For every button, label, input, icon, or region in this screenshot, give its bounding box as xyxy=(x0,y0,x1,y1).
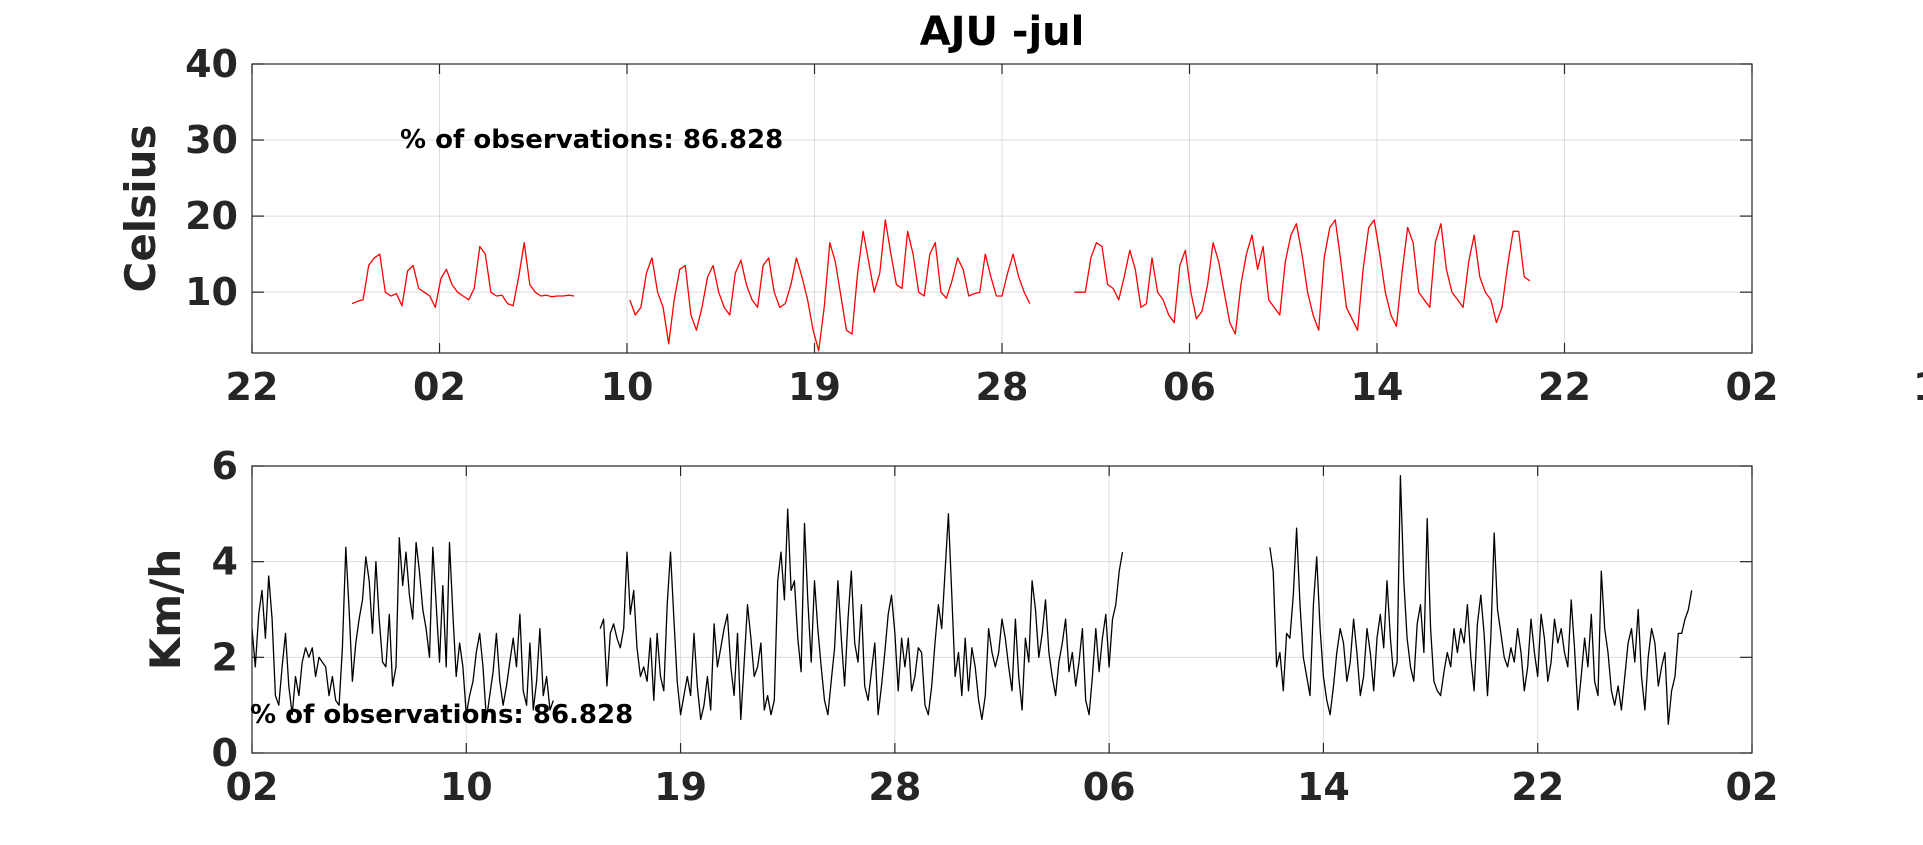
x-tick-label: 22 xyxy=(1511,765,1564,809)
series-line xyxy=(351,242,575,309)
x-tick-label: 06 xyxy=(1163,365,1216,409)
series-line xyxy=(1269,474,1693,725)
y-axis-label: Celsius xyxy=(116,125,165,293)
y-axis-label: Km/h xyxy=(141,549,190,671)
x-tick-label: 10 xyxy=(1913,365,1923,409)
x-tick-label: 10 xyxy=(601,365,654,409)
x-tick-label: 28 xyxy=(976,365,1029,409)
temperature-panel: 22 02 10 19 28 06 14 22 02 10 10 20 30 40 Celsius % of … xyxy=(116,42,1923,409)
observation-percent-annotation: % of observations: 86.828 xyxy=(400,125,783,155)
x-tick-label: 06 xyxy=(1083,765,1136,809)
x-tick-label: 22 xyxy=(1538,365,1591,409)
y-tick-label: 40 xyxy=(185,42,238,86)
axes-frame xyxy=(251,465,1753,754)
axes-frame xyxy=(251,63,1753,354)
x-tick-label: 19 xyxy=(788,365,841,409)
series-line xyxy=(1074,219,1531,335)
y-tick-label: 20 xyxy=(185,194,238,238)
y-tick-label: 0 xyxy=(212,731,238,775)
x-tick-label: 10 xyxy=(440,765,493,809)
y-tick-label: 2 xyxy=(212,635,238,679)
y-tick-label: 4 xyxy=(212,540,238,584)
x-tick-label: 02 xyxy=(226,765,279,809)
x-tick-label: 02 xyxy=(1726,365,1779,409)
series-line xyxy=(629,219,1031,352)
y-tick-label: 30 xyxy=(185,118,238,162)
observation-percent-annotation: % of observations: 86.828 xyxy=(250,700,633,730)
series-line xyxy=(599,508,1124,721)
series-line xyxy=(251,537,554,721)
x-tick-label: 19 xyxy=(654,765,707,809)
figure-title: AJU -jul xyxy=(920,9,1085,55)
x-tick-label: 02 xyxy=(1726,765,1779,809)
x-tick-label: 02 xyxy=(413,365,466,409)
x-tick-label: 22 xyxy=(226,365,279,409)
x-tick-label: 28 xyxy=(868,765,921,809)
y-tick-label: 10 xyxy=(185,270,238,314)
x-tick-label: 14 xyxy=(1351,365,1404,409)
x-tick-label: 14 xyxy=(1297,765,1350,809)
y-tick-label: 6 xyxy=(212,444,238,488)
